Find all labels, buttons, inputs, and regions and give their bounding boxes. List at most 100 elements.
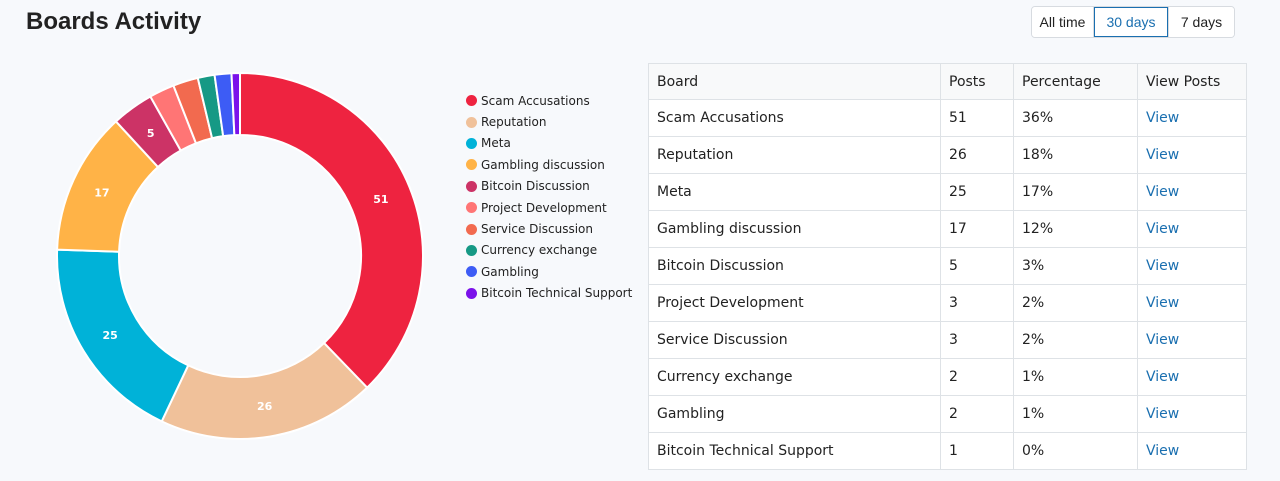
- legend-item[interactable]: Currency exchange: [466, 240, 632, 261]
- view-posts-link[interactable]: View: [1146, 110, 1180, 126]
- view-cell: View: [1137, 173, 1247, 211]
- legend-item[interactable]: Reputation: [466, 111, 632, 132]
- view-posts-link[interactable]: View: [1146, 221, 1180, 237]
- donut-slice[interactable]: [239, 71, 424, 390]
- header-board: Board: [648, 63, 941, 100]
- board-name-cell: Gambling: [648, 395, 941, 433]
- posts-cell: 17: [940, 210, 1014, 248]
- range-all-time-button[interactable]: All time: [1032, 7, 1094, 37]
- legend-swatch-icon: [466, 95, 477, 107]
- percentage-cell: 17%: [1013, 173, 1138, 211]
- legend-swatch-icon: [466, 223, 477, 235]
- legend-label: Scam Accusations: [481, 93, 590, 108]
- view-posts-link[interactable]: View: [1146, 332, 1180, 348]
- view-cell: View: [1137, 210, 1247, 248]
- legend-swatch-icon: [466, 137, 477, 149]
- legend-item[interactable]: Project Development: [466, 197, 632, 218]
- board-name-cell: Project Development: [648, 284, 941, 322]
- board-name-cell: Bitcoin Technical Support: [648, 432, 941, 470]
- slice-data-label: 17: [94, 187, 109, 200]
- header-view-posts: View Posts: [1137, 63, 1247, 100]
- donut-slice[interactable]: [56, 248, 190, 423]
- legend-swatch-icon: [466, 287, 477, 299]
- header-percentage: Percentage: [1013, 63, 1138, 100]
- percentage-cell: 36%: [1013, 99, 1138, 137]
- board-name-cell: Reputation: [648, 136, 941, 174]
- legend-item[interactable]: Gambling: [466, 261, 632, 282]
- percentage-cell: 1%: [1013, 395, 1138, 433]
- board-name-cell: Service Discussion: [648, 321, 941, 359]
- percentage-cell: 1%: [1013, 358, 1138, 396]
- posts-cell: 3: [940, 321, 1014, 359]
- posts-cell: 1: [940, 432, 1014, 470]
- view-cell: View: [1137, 136, 1247, 174]
- percentage-cell: 0%: [1013, 432, 1138, 470]
- table-row: Scam Accusations 51 36% View: [648, 99, 1247, 137]
- legend-label: Meta: [481, 136, 511, 151]
- legend-swatch-icon: [466, 266, 477, 278]
- slice-data-label: 26: [257, 400, 273, 413]
- slice-data-label: 25: [103, 329, 118, 342]
- view-cell: View: [1137, 247, 1247, 285]
- donut-slice[interactable]: [160, 341, 369, 440]
- view-cell: View: [1137, 321, 1247, 359]
- table-row: Reputation 26 18% View: [648, 136, 1247, 174]
- range-7-days-button[interactable]: 7 days: [1169, 7, 1234, 37]
- donut-slice[interactable]: [230, 71, 241, 137]
- table-header-row: Board Posts Percentage View Posts: [648, 63, 1247, 100]
- table-row: Gambling discussion 17 12% View: [648, 210, 1247, 248]
- legend-label: Gambling discussion: [481, 157, 605, 172]
- view-posts-link[interactable]: View: [1146, 369, 1180, 385]
- percentage-cell: 18%: [1013, 136, 1138, 174]
- boards-table: Board Posts Percentage View Posts Scam A…: [648, 63, 1247, 470]
- view-posts-link[interactable]: View: [1146, 443, 1180, 459]
- board-name-cell: Scam Accusations: [648, 99, 941, 137]
- legend-label: Bitcoin Discussion: [481, 179, 590, 194]
- slice-data-label: 51: [373, 193, 388, 206]
- legend-item[interactable]: Meta: [466, 133, 632, 154]
- board-name-cell: Bitcoin Discussion: [648, 247, 941, 285]
- legend-swatch-icon: [466, 159, 477, 171]
- legend-item[interactable]: Scam Accusations: [466, 90, 632, 111]
- view-posts-link[interactable]: View: [1146, 147, 1180, 163]
- percentage-cell: 12%: [1013, 210, 1138, 248]
- percentage-cell: 3%: [1013, 247, 1138, 285]
- view-cell: View: [1137, 284, 1247, 322]
- legend-item[interactable]: Service Discussion: [466, 218, 632, 239]
- page-title: Boards Activity: [26, 8, 202, 35]
- legend-label: Project Development: [481, 200, 607, 215]
- legend-label: Reputation: [481, 115, 547, 130]
- posts-cell: 5: [940, 247, 1014, 285]
- posts-cell: 3: [940, 284, 1014, 322]
- legend-item[interactable]: Bitcoin Technical Support: [466, 283, 632, 304]
- view-posts-link[interactable]: View: [1146, 406, 1180, 422]
- view-posts-link[interactable]: View: [1146, 295, 1180, 311]
- posts-cell: 26: [940, 136, 1014, 174]
- table-row: Meta 25 17% View: [648, 173, 1247, 211]
- posts-cell: 51: [940, 99, 1014, 137]
- table-row: Service Discussion 3 2% View: [648, 321, 1247, 359]
- legend-swatch-icon: [466, 244, 477, 256]
- view-posts-link[interactable]: View: [1146, 184, 1180, 200]
- percentage-cell: 2%: [1013, 321, 1138, 359]
- legend-swatch-icon: [466, 116, 477, 128]
- view-cell: View: [1137, 395, 1247, 433]
- legend-label: Currency exchange: [481, 243, 598, 258]
- chart-legend: Scam Accusations Reputation Meta Gambling d…: [466, 90, 632, 304]
- percentage-cell: 2%: [1013, 284, 1138, 322]
- time-range-selector: All time 30 days 7 days: [1031, 6, 1235, 38]
- table-row: Currency exchange 2 1% View: [648, 358, 1247, 396]
- view-cell: View: [1137, 358, 1247, 396]
- legend-item[interactable]: Gambling discussion: [466, 154, 632, 175]
- board-name-cell: Meta: [648, 173, 941, 211]
- view-cell: View: [1137, 99, 1247, 137]
- board-name-cell: Gambling discussion: [648, 210, 941, 248]
- boards-donut-chart: 51 26 25 17 5: [56, 71, 424, 440]
- table-row: Bitcoin Discussion 5 3% View: [648, 247, 1247, 285]
- board-name-cell: Currency exchange: [648, 358, 941, 396]
- legend-swatch-icon: [466, 202, 477, 214]
- view-posts-link[interactable]: View: [1146, 258, 1180, 274]
- posts-cell: 2: [940, 358, 1014, 396]
- legend-item[interactable]: Bitcoin Discussion: [466, 176, 632, 197]
- range-30-days-button[interactable]: 30 days: [1094, 7, 1169, 37]
